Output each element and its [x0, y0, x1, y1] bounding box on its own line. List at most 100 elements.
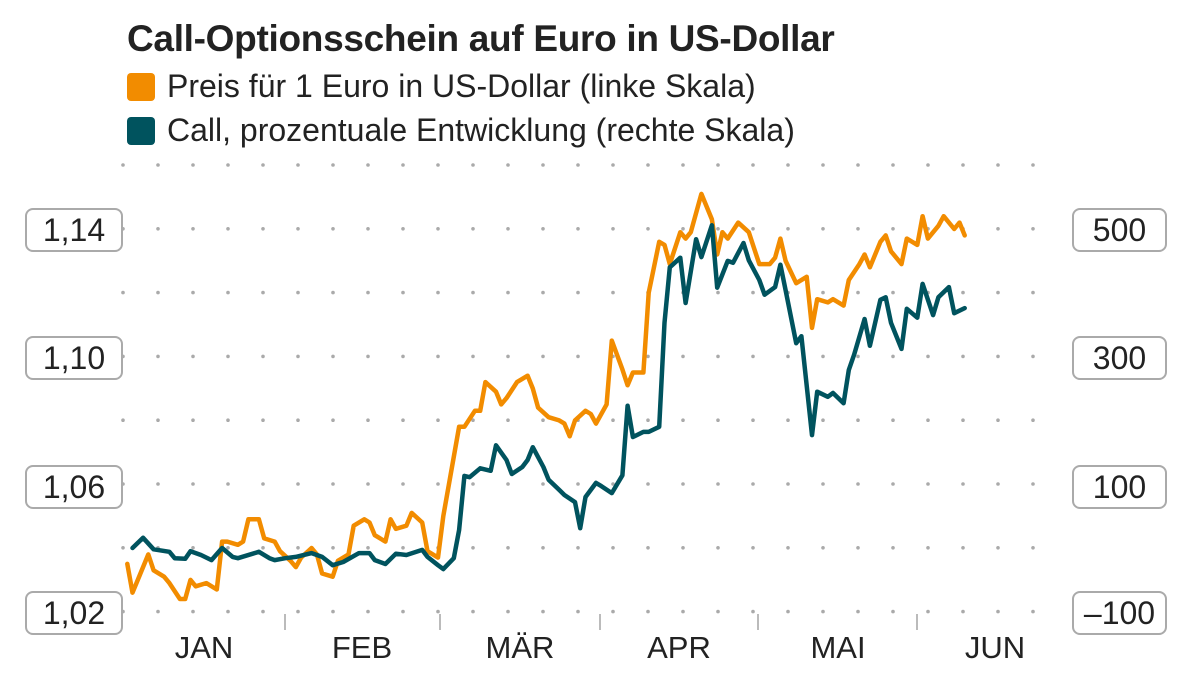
x-tick-label: FEB [331, 630, 393, 665]
grid-dot [331, 546, 335, 550]
grid-dot [471, 546, 475, 550]
grid-dot [1031, 290, 1035, 295]
grid-dot [611, 609, 615, 614]
grid-dot [121, 290, 125, 295]
grid-dot [156, 163, 160, 167]
grid-dot [191, 546, 195, 550]
grid-dot [1031, 418, 1035, 423]
grid-dot [576, 163, 580, 167]
grid-dot [541, 163, 545, 167]
grid-dot [261, 354, 265, 359]
grid-dot [296, 163, 300, 167]
grid-dot [261, 482, 265, 486]
grid-dot [891, 546, 895, 550]
grid-dot [436, 354, 440, 359]
grid-dot [506, 290, 510, 295]
grid-dot [856, 418, 860, 423]
grid-dot [226, 227, 230, 231]
grid-dot [821, 546, 825, 550]
grid-dot [156, 227, 160, 231]
grid-dot [716, 227, 720, 231]
grid-dot [261, 609, 265, 614]
grid-dot [856, 609, 860, 614]
grid-dot [716, 546, 720, 550]
grid-dot [786, 609, 790, 614]
grid-dot [366, 227, 370, 231]
grid-dot [996, 418, 1000, 423]
grid-dot [156, 418, 160, 423]
grid-dot [506, 163, 510, 167]
legend-swatch-teal [127, 116, 155, 145]
grid-dot [891, 163, 895, 167]
grid-dot [191, 290, 195, 295]
grid-dot [996, 354, 1000, 359]
grid-dot [961, 418, 965, 423]
grid-dot [996, 227, 1000, 231]
grid-dot [506, 546, 510, 550]
grid-dot [751, 354, 755, 359]
grid-dot [401, 418, 405, 423]
grid-dot [366, 418, 370, 423]
grid-dot [961, 546, 965, 550]
grid-dot [261, 163, 265, 167]
grid-dot [891, 354, 895, 359]
grid-dot [821, 163, 825, 167]
grid-dot [261, 227, 265, 231]
grid-dot [331, 418, 335, 423]
grid-dot [191, 227, 195, 231]
grid-dot [471, 418, 475, 423]
grid-dot [156, 609, 160, 614]
grid-dot [891, 418, 895, 423]
grid-dot [261, 546, 265, 550]
grid-dot [856, 227, 860, 231]
grid-dot [191, 418, 195, 423]
grid-dot [611, 418, 615, 423]
grid-dot [471, 609, 475, 614]
grid-dot [506, 609, 510, 614]
x-tick-label: MÄR [485, 630, 555, 665]
legend-label: Preis für 1 Euro in US-Dollar (linke Ska… [167, 68, 756, 104]
grid-dot [296, 546, 300, 550]
grid-dot [366, 482, 370, 486]
right-axis-tick-label: 300 [1072, 336, 1167, 380]
grid-dot [821, 354, 825, 359]
grid-dot [996, 482, 1000, 486]
grid-dot [856, 546, 860, 550]
grid-dot [856, 354, 860, 359]
x-tick-label: JUN [964, 630, 1026, 665]
grid-dot [681, 418, 685, 423]
grid-dot [471, 227, 475, 231]
grid-dot [436, 609, 440, 614]
grid-dot [856, 482, 860, 486]
grid-dot [261, 418, 265, 423]
grid-dot [436, 290, 440, 295]
grid-dot [436, 482, 440, 486]
grid-dot [471, 354, 475, 359]
grid-dot [541, 227, 545, 231]
grid-dot [121, 418, 125, 423]
legend-label: Call, prozentuale Entwicklung (rechte Sk… [167, 112, 795, 148]
grid-dot [226, 609, 230, 614]
grid-dot [156, 482, 160, 486]
grid-dot [576, 546, 580, 550]
grid-dot [926, 482, 930, 486]
x-tick-label: MAI [810, 630, 866, 665]
grid-dot [191, 163, 195, 167]
grid-dot [121, 546, 125, 550]
grid-dot [786, 482, 790, 486]
grid-dot [401, 227, 405, 231]
grid-dot [541, 418, 545, 423]
grid-dot [646, 163, 650, 167]
grid-dot [436, 227, 440, 231]
grid-dot [926, 163, 930, 167]
grid-dot [331, 227, 335, 231]
grid-dot [366, 546, 370, 550]
x-tick-label: JAN [174, 630, 234, 665]
grid-dot [716, 290, 720, 295]
grid-dot [541, 546, 545, 550]
grid-dot [996, 609, 1000, 614]
grid-dot [926, 546, 930, 550]
grid-dot [891, 609, 895, 614]
grid-dot [646, 546, 650, 550]
grid-dot [331, 163, 335, 167]
